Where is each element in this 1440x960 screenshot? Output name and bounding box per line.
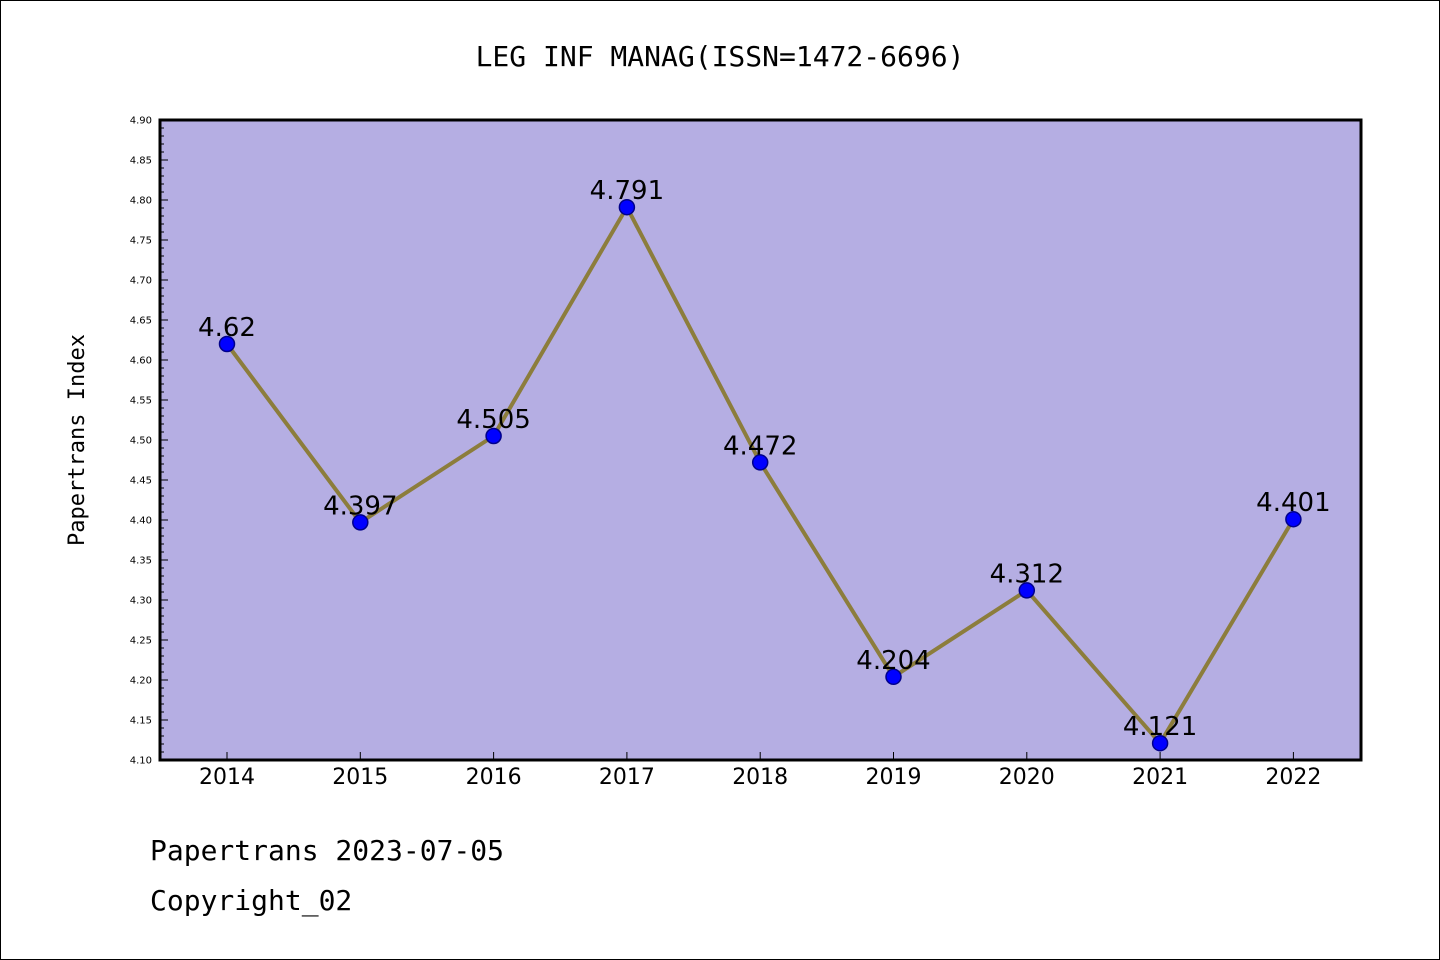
data-point xyxy=(1285,510,1302,528)
data-point xyxy=(1018,582,1036,599)
y-tick-label: 4.30 xyxy=(130,596,152,607)
y-tick-label: 4.40 xyxy=(130,516,152,527)
x-tick-label: 2021 xyxy=(1132,765,1188,790)
data-point xyxy=(352,514,369,531)
data-points xyxy=(218,198,1302,752)
x-tick-label: 2015 xyxy=(332,765,388,790)
y-tick-label: 4.20 xyxy=(130,676,152,687)
x-tick-label: 2020 xyxy=(999,765,1055,790)
data-label: 4.791 xyxy=(590,176,664,206)
data-label: 4.472 xyxy=(723,431,797,461)
footer-date: Papertrans 2023-07-05 xyxy=(150,834,505,867)
x-axis-ticks: 2014 2015 2016 2017 2018 2019 2020 2021 2022 xyxy=(199,752,1321,790)
y-tick-label: 4.10 xyxy=(130,756,152,767)
chart-title: LEG INF MANAG(ISSN=1472-6696) xyxy=(476,40,965,73)
data-point xyxy=(618,198,636,216)
data-label: 4.121 xyxy=(1123,712,1197,742)
y-tick-label: 4.15 xyxy=(130,716,152,727)
data-label: 4.204 xyxy=(856,646,930,676)
y-tick-label: 4.90 xyxy=(130,116,152,127)
plot-area xyxy=(160,120,1361,760)
x-tick-label: 2018 xyxy=(732,765,788,790)
y-tick-label: 4.65 xyxy=(130,316,152,327)
y-tick-label: 4.55 xyxy=(130,396,152,407)
data-label: 4.62 xyxy=(198,313,256,343)
data-label: 4.401 xyxy=(1256,488,1330,518)
x-tick-label: 2014 xyxy=(199,765,255,790)
y-axis-ticks: 4.10 4.15 4.20 4.25 4.30 4.35 4.40 4.45 4.50 4.55… xyxy=(130,116,168,767)
data-point xyxy=(218,335,236,353)
x-tick-label: 2022 xyxy=(1265,765,1321,790)
x-tick-label: 2017 xyxy=(599,765,655,790)
data-label: 4.505 xyxy=(456,405,530,435)
y-tick-label: 4.50 xyxy=(130,436,152,447)
y-tick-label: 4.45 xyxy=(130,476,152,487)
y-tick-label: 4.85 xyxy=(130,156,152,167)
y-axis-label: Papertrans Index xyxy=(65,334,90,546)
data-label: 4.312 xyxy=(990,559,1064,589)
y-tick-label: 4.80 xyxy=(130,196,152,207)
x-tick-label: 2016 xyxy=(466,765,522,790)
plot-border xyxy=(158,118,1363,762)
data-label: 4.397 xyxy=(323,491,397,521)
y-tick-label: 4.75 xyxy=(130,236,152,247)
y-tick-label: 4.35 xyxy=(130,556,152,567)
y-tick-label: 4.70 xyxy=(130,276,152,287)
y-tick-label: 4.60 xyxy=(130,356,152,367)
footer-copyright: Copyright_02 xyxy=(150,884,353,917)
data-point xyxy=(485,427,502,445)
x-tick-label: 2019 xyxy=(866,765,922,790)
data-labels: 4.62 4.397 4.505 4.791 4.472 4.204 4.312 4.121 4… xyxy=(198,176,1331,742)
data-point xyxy=(1151,734,1169,752)
y-tick-label: 4.25 xyxy=(130,636,152,647)
data-point xyxy=(885,668,902,686)
data-point xyxy=(751,454,769,471)
